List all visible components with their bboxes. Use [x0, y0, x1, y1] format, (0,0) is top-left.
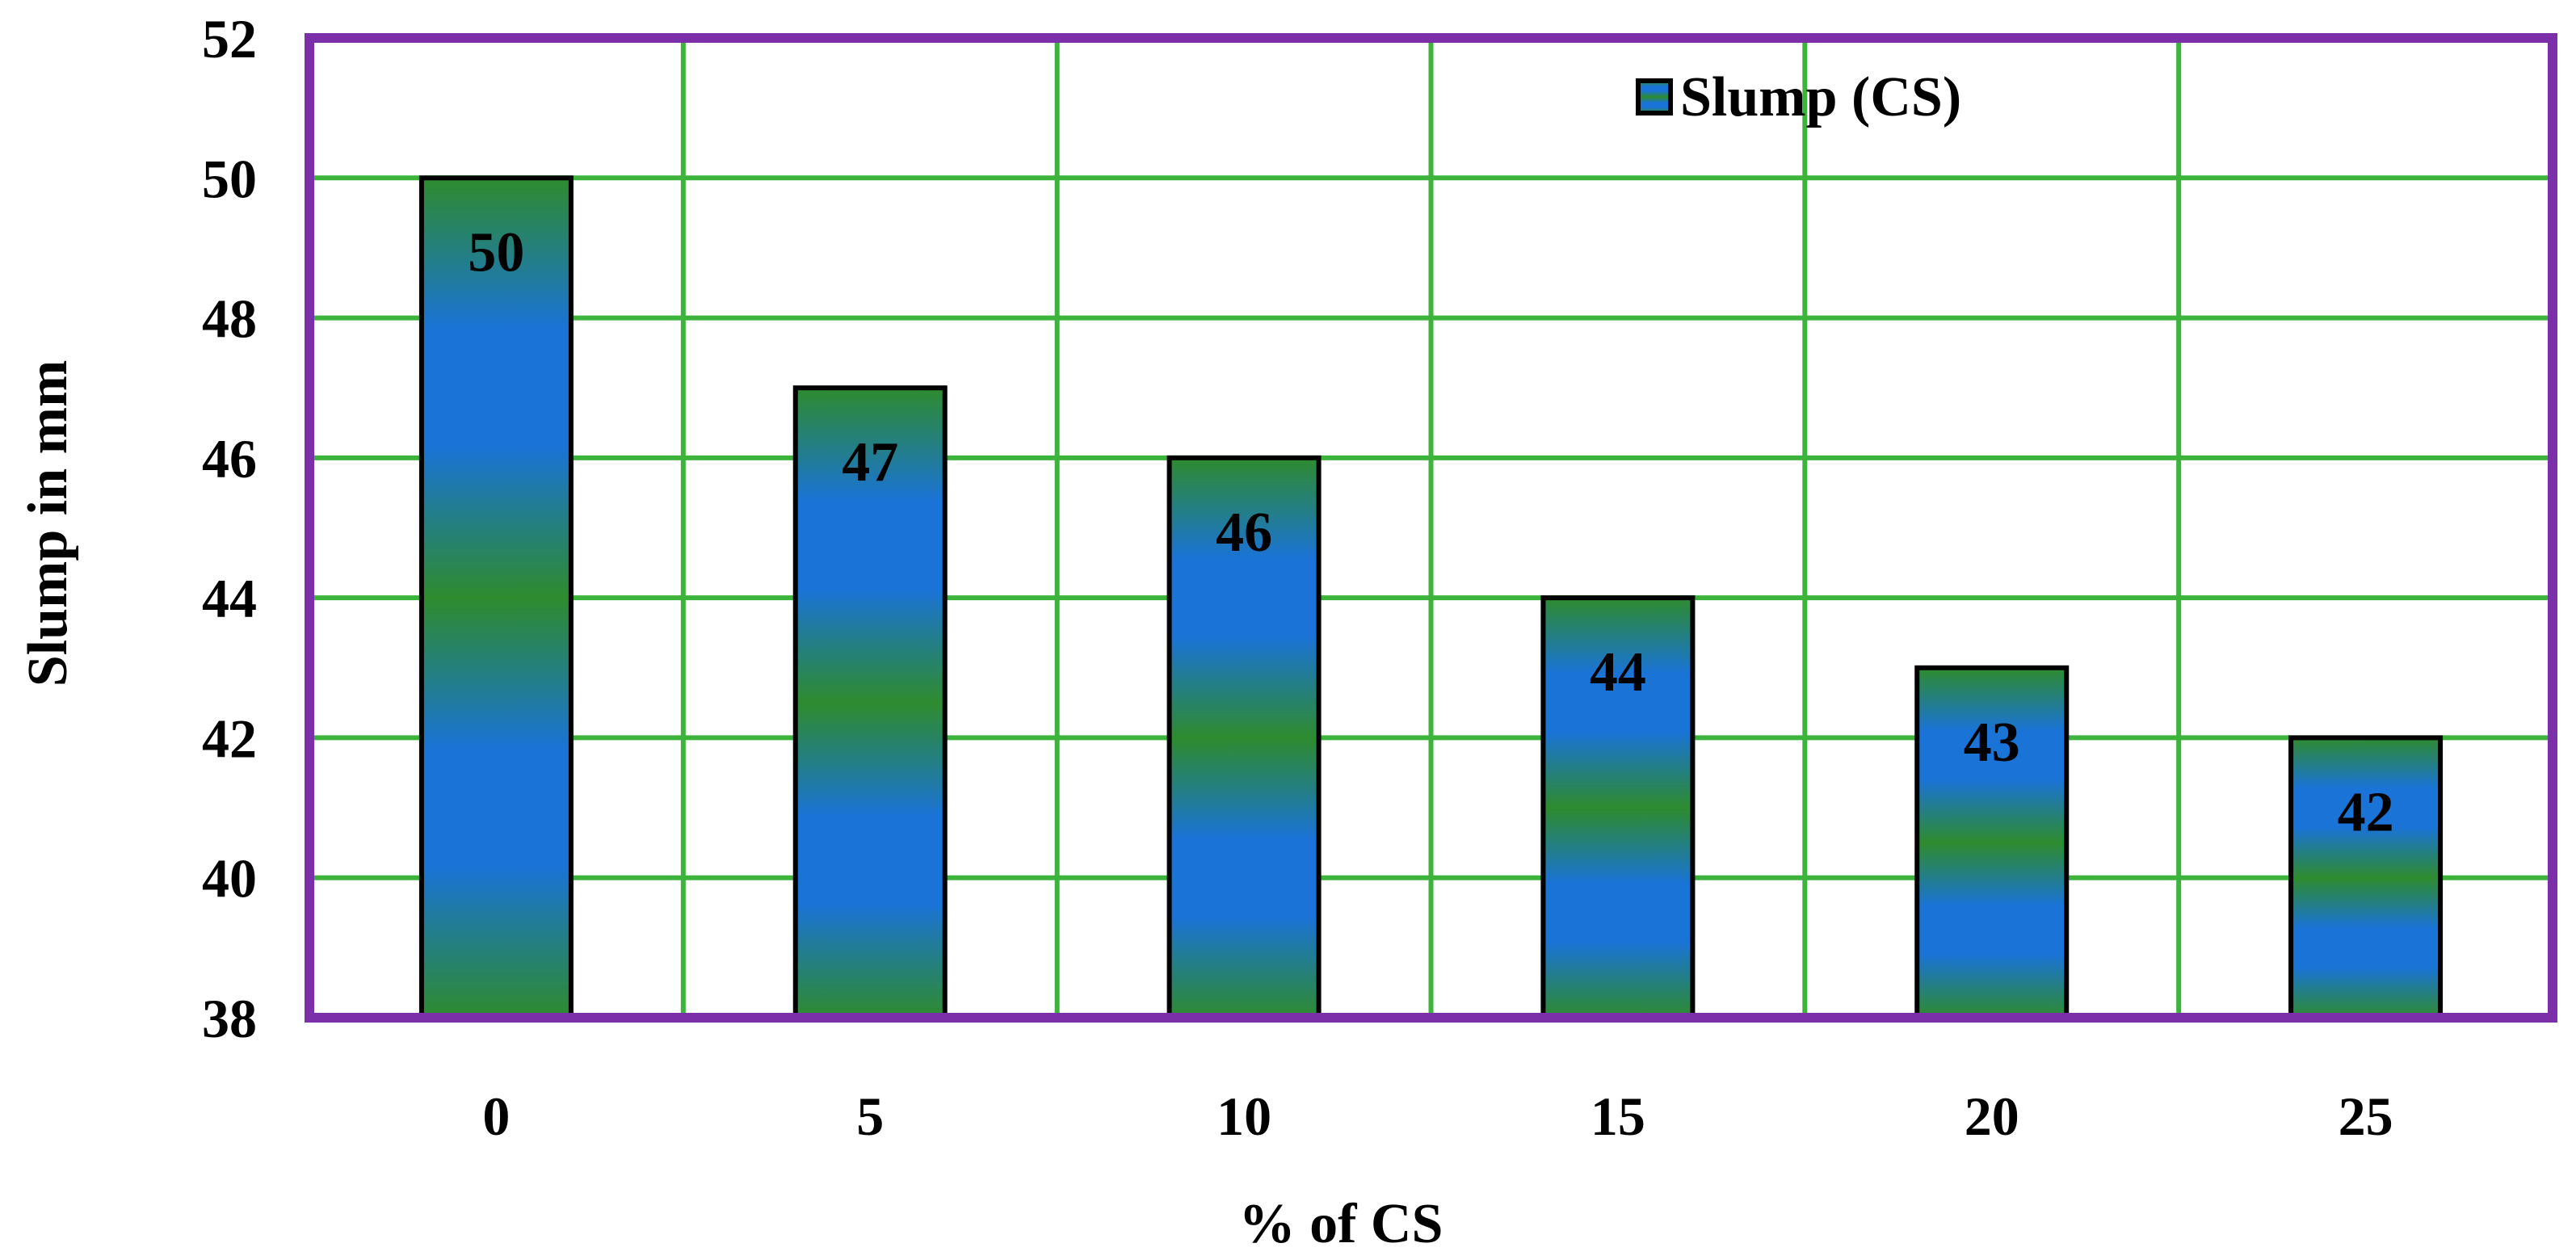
y-tick-label: 44: [202, 568, 257, 629]
gridlines: [309, 38, 2553, 1018]
plot-frame: [305, 33, 2557, 1023]
x-tick-label: 15: [1591, 1086, 1645, 1147]
x-tick-label: 5: [856, 1086, 884, 1147]
x-tick-labels: 0 5 10 15 20 25: [482, 1086, 2393, 1147]
bars: [418, 175, 2444, 1021]
data-label: 44: [1590, 641, 1646, 704]
data-label: 46: [1216, 502, 1272, 564]
data-label: 42: [2338, 781, 2394, 843]
y-axis-title: Slump in mm: [17, 360, 79, 687]
y-tick-label: 46: [202, 428, 257, 489]
y-tick-label: 38: [202, 988, 257, 1049]
x-tick-label: 10: [1217, 1086, 1271, 1147]
bar: [1914, 665, 2070, 1020]
y-tick-label: 48: [202, 288, 257, 350]
x-tick-label: 25: [2339, 1086, 2393, 1147]
legend-label: Slump (CS): [1680, 66, 1961, 128]
x-axis-title: % of CS: [1239, 1193, 1443, 1255]
data-labels: 50 47 46 44 43 42: [468, 221, 2393, 843]
data-label: 50: [468, 221, 524, 284]
x-tick-label: 0: [482, 1086, 510, 1147]
data-label: 43: [1964, 712, 2020, 774]
bar: [1166, 455, 1322, 1020]
bar: [2288, 735, 2444, 1021]
legend: Slump (CS): [1636, 66, 1961, 128]
y-tick-labels: 38 40 42 44 46 48 50 52: [202, 8, 257, 1049]
x-tick-label: 20: [1965, 1086, 2019, 1147]
y-tick-label: 42: [202, 708, 257, 769]
y-tick-label: 52: [202, 8, 257, 69]
bar: [418, 175, 574, 1020]
y-tick-label: 50: [202, 148, 257, 209]
bar: [1540, 595, 1696, 1020]
y-tick-label: 40: [202, 848, 257, 909]
legend-swatch: [1636, 78, 1673, 116]
data-label: 47: [842, 431, 898, 494]
bar: [792, 385, 948, 1020]
